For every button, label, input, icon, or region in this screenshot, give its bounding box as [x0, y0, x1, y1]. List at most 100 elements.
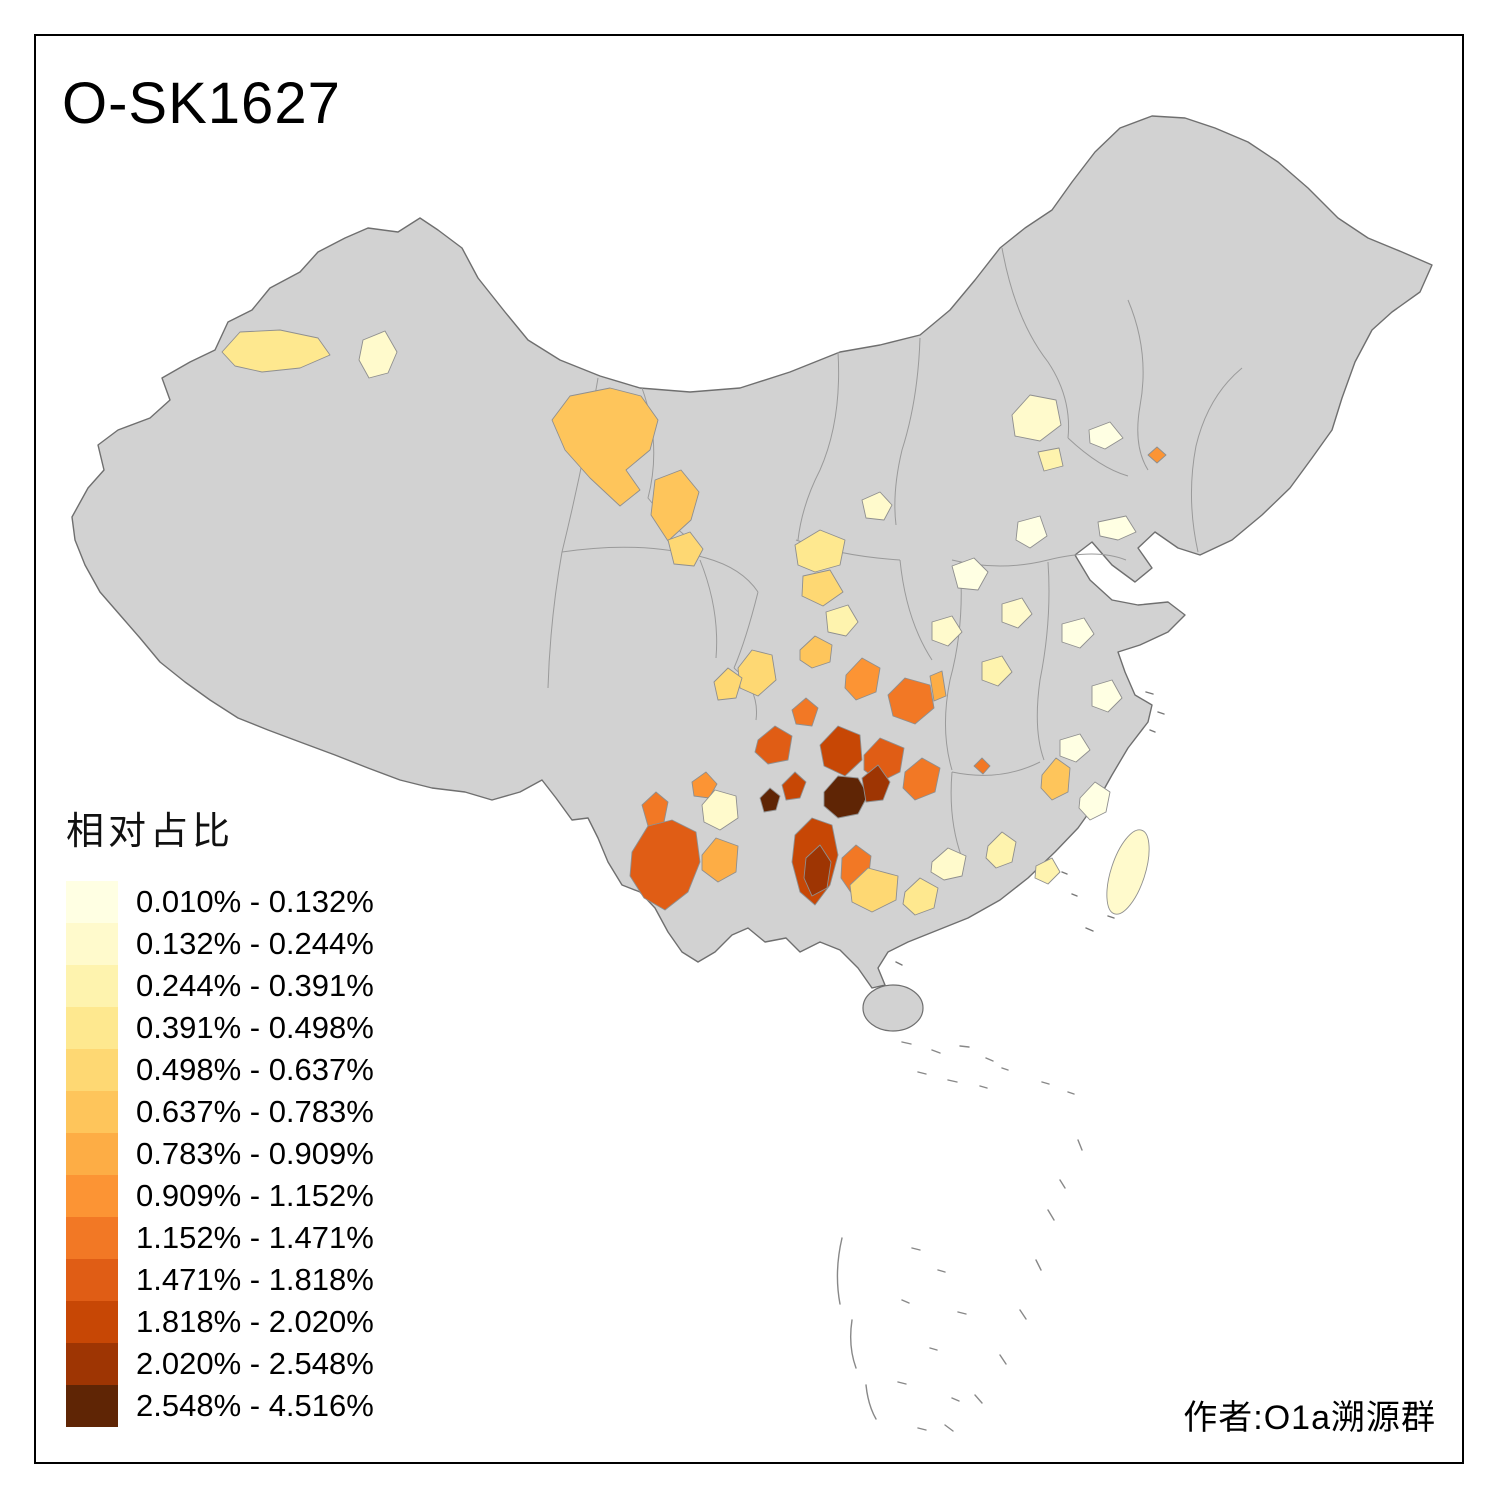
- china-outline: [71, 115, 1433, 989]
- legend-items: 0.010% - 0.132% 0.132% - 0.244% 0.244% - 0…: [66, 881, 374, 1427]
- map-region: [825, 604, 859, 637]
- legend-label: 0.637% - 0.783%: [136, 1094, 374, 1129]
- map-region: [799, 635, 833, 669]
- legend-label: 0.132% - 0.244%: [136, 926, 374, 961]
- legend-title: 相对占比: [66, 811, 235, 853]
- map-region: [701, 789, 739, 831]
- legend-swatch: [66, 1385, 118, 1427]
- legend-swatch: [66, 1259, 118, 1301]
- map-region: [1040, 757, 1071, 801]
- legend-item: 0.783% - 0.909%: [66, 1133, 374, 1175]
- legend-swatch: [66, 1133, 118, 1175]
- map-region: [801, 569, 844, 607]
- map-region: [902, 877, 939, 916]
- map-region: [902, 757, 941, 801]
- islands: [836, 691, 1165, 1432]
- map-region: [667, 531, 704, 567]
- legend-item: 1.471% - 1.818%: [66, 1259, 374, 1301]
- map-region: [981, 655, 1013, 687]
- map-region: [930, 847, 967, 881]
- map-region: [985, 831, 1017, 869]
- map-region: [1001, 597, 1033, 629]
- map-region: [221, 329, 331, 373]
- map-region: [1061, 617, 1095, 649]
- legend-swatch: [66, 1301, 118, 1343]
- legend-label: 1.152% - 1.471%: [136, 1220, 374, 1255]
- map-region: [844, 657, 881, 701]
- legend-item: 0.637% - 0.783%: [66, 1091, 374, 1133]
- map-region: [641, 791, 669, 827]
- map-region: [713, 667, 743, 701]
- legend-label: 0.244% - 0.391%: [136, 968, 374, 1003]
- map-region: [803, 844, 832, 897]
- legend-label: 0.783% - 0.909%: [136, 1136, 374, 1171]
- legend-item: 0.244% - 0.391%: [66, 965, 374, 1007]
- map-region: [1015, 515, 1048, 549]
- taiwan-island: [1106, 829, 1150, 915]
- south-china-sea-islands: [836, 1041, 1083, 1432]
- map-region: [1147, 446, 1167, 464]
- choropleth-regions: [221, 329, 1167, 916]
- legend-item: 2.020% - 2.548%: [66, 1343, 374, 1385]
- map-region: [794, 529, 846, 573]
- map-region: [551, 387, 659, 507]
- map-region: [1059, 733, 1091, 763]
- map-region: [861, 764, 891, 803]
- map-region: [1078, 781, 1111, 821]
- legend-item: 0.909% - 1.152%: [66, 1175, 374, 1217]
- legend-label: 0.909% - 1.152%: [136, 1178, 374, 1213]
- legend-label: 0.010% - 0.132%: [136, 884, 374, 919]
- map-region: [781, 771, 807, 801]
- map-region: [849, 867, 899, 913]
- map-region: [1034, 857, 1061, 885]
- legend-label: 2.548% - 4.516%: [136, 1388, 374, 1423]
- region-dark-core-guizhou: [823, 775, 869, 819]
- map-region: [1037, 447, 1064, 472]
- map-region: [791, 697, 819, 727]
- map-base: [71, 115, 1433, 1032]
- map-region: [1011, 394, 1062, 442]
- map-region: [1097, 515, 1137, 541]
- coastal-islands: [895, 691, 1165, 966]
- legend-swatch: [66, 1217, 118, 1259]
- legend-label: 2.020% - 2.548%: [136, 1346, 374, 1381]
- map-region: [737, 649, 777, 697]
- legend-swatch: [66, 1175, 118, 1217]
- map-region: [754, 725, 793, 765]
- province-borders: [547, 247, 1243, 859]
- legend-swatch: [66, 1007, 118, 1049]
- map-region: [861, 491, 893, 521]
- legend-swatch: [66, 1091, 118, 1133]
- map-region: [1091, 679, 1123, 713]
- map-region: [1088, 421, 1124, 450]
- map-region: [691, 771, 718, 799]
- map-region: [701, 837, 739, 883]
- plot-title: O-SK1627: [62, 71, 341, 136]
- legend: 相对占比 0.010% - 0.132% 0.132% - 0.244% 0.244…: [66, 800, 374, 1427]
- legend-item: 0.391% - 0.498%: [66, 1007, 374, 1049]
- legend-swatch: [66, 1343, 118, 1385]
- legend-swatch: [66, 881, 118, 923]
- legend-label: 1.818% - 2.020%: [136, 1304, 374, 1339]
- map-region: [931, 615, 963, 647]
- region-dark-west: [759, 787, 781, 813]
- legend-item: 0.132% - 0.244%: [66, 923, 374, 965]
- legend-item: 0.010% - 0.132%: [66, 881, 374, 923]
- legend-swatch: [66, 965, 118, 1007]
- legend-label: 1.471% - 1.818%: [136, 1262, 374, 1297]
- hainan-island: [862, 984, 924, 1032]
- legend-item: 1.818% - 2.020%: [66, 1301, 374, 1343]
- legend-item: 0.498% - 0.637%: [66, 1049, 374, 1091]
- legend-label: 0.498% - 0.637%: [136, 1052, 374, 1087]
- map-region: [819, 725, 863, 777]
- map-region: [358, 330, 398, 379]
- map-region: [650, 469, 700, 542]
- author-credit: 作者:O1a溯源群: [1183, 1399, 1436, 1437]
- map-region: [887, 677, 935, 725]
- map-region: [973, 757, 991, 775]
- legend-item: 1.152% - 1.471%: [66, 1217, 374, 1259]
- legend-swatch: [66, 923, 118, 965]
- legend-swatch: [66, 1049, 118, 1091]
